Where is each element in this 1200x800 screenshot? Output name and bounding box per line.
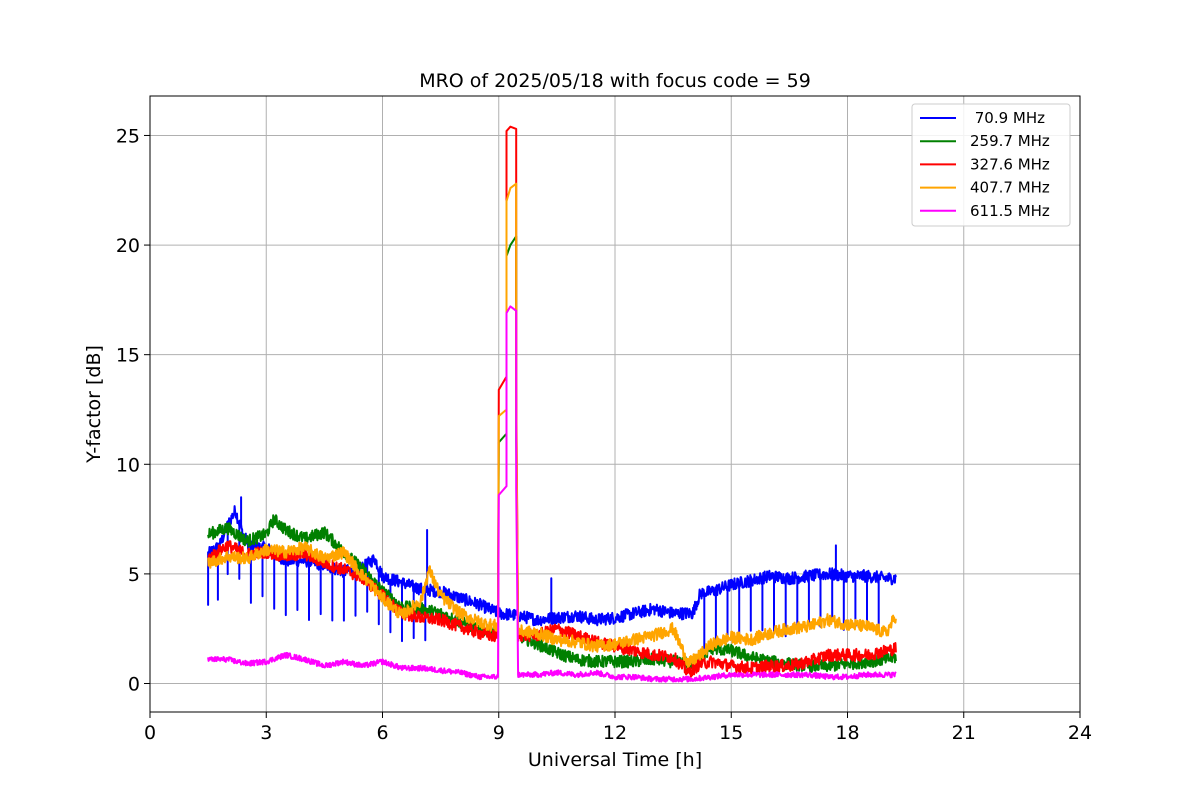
y-axis: 0 5 10 15 20 25	[116, 125, 150, 696]
legend-entry: 327.6 MHz	[970, 155, 1050, 173]
series-4	[207, 305, 897, 683]
x-tick-label: 9	[493, 722, 505, 744]
series-line	[207, 235, 897, 673]
legend-entry: 259.7 MHz	[970, 132, 1050, 150]
x-tick-label: 24	[1068, 722, 1092, 744]
series-line	[207, 496, 897, 652]
x-tick-label: 15	[719, 722, 743, 744]
x-tick-label: 21	[952, 722, 976, 744]
legend-entry: 611.5 MHz	[970, 202, 1050, 220]
series-3	[207, 182, 897, 668]
x-tick-label: 6	[376, 722, 388, 744]
y-tick-label: 15	[116, 345, 140, 367]
x-axis: 0 3 6 9 12 15 18 21 24	[144, 712, 1092, 744]
legend: 70.9 MHz 259.7 MHz 327.6 MHz 407.7 MHz 611.5…	[911, 103, 1071, 227]
series-line	[207, 305, 897, 683]
legend-box	[911, 103, 1071, 227]
series-1	[207, 235, 897, 673]
y-tick-label: 25	[116, 125, 140, 147]
x-tick-label: 18	[835, 722, 859, 744]
series-2	[207, 125, 897, 678]
x-axis-label: Universal Time [h]	[528, 749, 702, 771]
x-tick-label: 3	[260, 722, 272, 744]
series-0	[207, 496, 897, 652]
series-line	[207, 125, 897, 678]
series-line	[207, 182, 897, 668]
legend-entry: 407.7 MHz	[970, 179, 1050, 197]
y-tick-label: 0	[128, 674, 140, 696]
x-tick-label: 0	[144, 722, 156, 744]
y-tick-label: 10	[116, 454, 140, 476]
y-axis-label: Y-factor [dB]	[83, 345, 105, 464]
legend-entry: 70.9 MHz	[970, 109, 1045, 127]
x-tick-label: 12	[603, 722, 627, 744]
chart-title: MRO of 2025/05/18 with focus code = 59	[419, 70, 811, 92]
y-tick-label: 20	[116, 235, 140, 257]
y-tick-label: 5	[128, 564, 140, 586]
plot-area	[207, 125, 897, 683]
